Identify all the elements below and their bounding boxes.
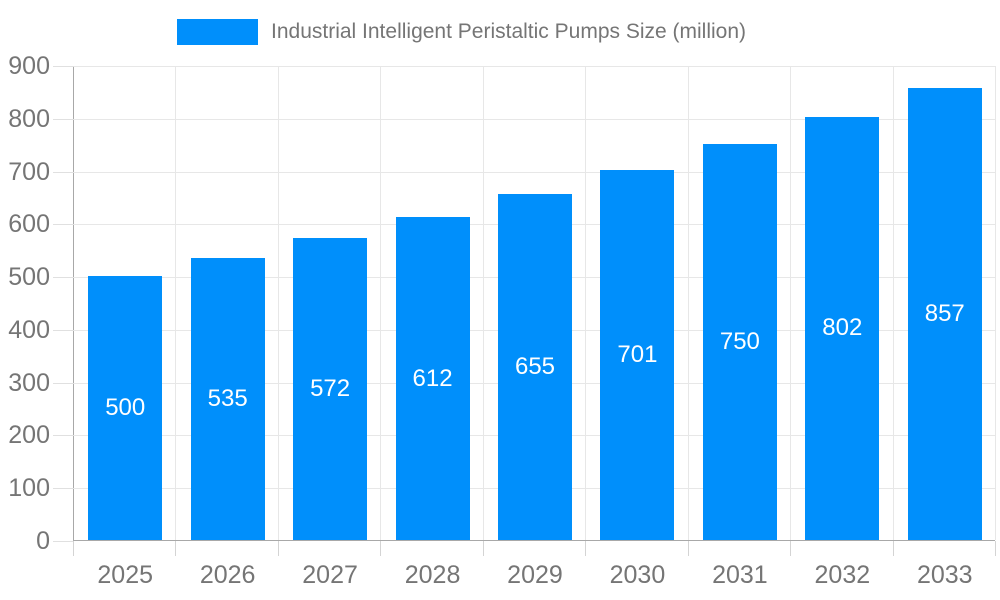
legend-label: Industrial Intelligent Peristaltic Pumps… [271, 20, 747, 43]
y-axis-label: 500 [8, 263, 50, 292]
bar-value-label: 612 [412, 364, 453, 392]
bar-value-label: 701 [617, 341, 658, 369]
bar-value-label: 572 [310, 375, 351, 403]
x-axis-tick [892, 541, 894, 556]
x-axis-label: 2027 [302, 561, 358, 589]
x-axis-tick [380, 541, 382, 556]
bar-2026[interactable]: 535 [190, 257, 265, 540]
legend-swatch [177, 19, 258, 45]
plot-area: 500 535 572 612 655 701 750 802 857 0 100 200 300 40… [8, 52, 996, 588]
y-axis-label: 600 [8, 210, 50, 239]
x-axis-tick [277, 541, 279, 556]
y-axis-tick [53, 488, 74, 490]
bar-value-label: 750 [719, 328, 760, 356]
gridline-vertical [687, 66, 689, 540]
x-axis-label: 2032 [814, 561, 871, 589]
gridline-vertical [995, 66, 996, 540]
x-axis-tick [995, 541, 996, 556]
y-axis-tick [53, 277, 74, 279]
y-axis-label: 100 [8, 474, 50, 503]
gridline-vertical [380, 66, 382, 540]
y-axis-label: 200 [8, 421, 50, 450]
y-axis-tick [53, 541, 74, 542]
bar-value-label: 655 [514, 353, 556, 381]
bar-value-label: 857 [924, 299, 965, 327]
gridline-vertical [892, 66, 894, 540]
y-axis-tick [53, 382, 74, 384]
y-axis-label: 300 [8, 368, 50, 397]
y-axis-label: 400 [8, 315, 50, 344]
y-axis-tick [53, 435, 74, 437]
x-axis-tick [585, 541, 587, 556]
x-axis-tick [687, 541, 689, 556]
x-axis-label: 2025 [97, 561, 154, 589]
legend-item[interactable]: Industrial Intelligent Peristaltic Pumps… [177, 19, 746, 45]
y-axis-tick [53, 329, 74, 331]
y-axis-tick [53, 224, 74, 226]
gridline-horizontal [74, 171, 995, 173]
bar-2032[interactable]: 802 [805, 116, 880, 540]
y-axis-label: 0 [36, 527, 50, 555]
gridline-vertical [790, 66, 792, 540]
gridline-vertical [175, 66, 177, 540]
y-axis-label: 800 [8, 104, 50, 133]
y-axis-tick [53, 118, 74, 120]
bar-2027[interactable]: 572 [293, 238, 368, 540]
bar-2030[interactable]: 701 [600, 170, 675, 540]
x-axis-label: 2033 [916, 561, 973, 589]
bar-value-label: 535 [207, 384, 248, 412]
y-axis-tick [53, 66, 74, 67]
y-axis-label: 700 [8, 157, 50, 186]
x-axis-tick [790, 541, 792, 556]
x-axis-label: 2028 [404, 561, 461, 589]
bar-2028[interactable]: 612 [395, 217, 470, 540]
bar-value-label: 500 [105, 394, 146, 422]
x-axis-tick [73, 541, 74, 556]
bar-2031[interactable]: 750 [702, 144, 777, 540]
bar-2033[interactable]: 857 [907, 87, 982, 540]
gridline-vertical [585, 66, 587, 540]
y-axis-label: 900 [8, 52, 50, 80]
gridline-horizontal [74, 118, 995, 120]
x-axis-tick [175, 541, 177, 556]
gridline-vertical [277, 66, 279, 540]
x-axis-label: 2030 [609, 561, 666, 589]
x-axis-tick [482, 541, 484, 556]
bar-2029[interactable]: 655 [498, 194, 572, 540]
bar-2025[interactable]: 500 [88, 276, 163, 540]
gridline-vertical [482, 66, 484, 540]
x-axis-label: 2031 [712, 561, 768, 589]
bar-value-label: 802 [822, 314, 863, 342]
gridline-horizontal [74, 66, 995, 67]
y-axis-tick [53, 171, 74, 173]
x-axis-label: 2029 [507, 561, 563, 589]
x-axis-label: 2026 [199, 561, 256, 589]
